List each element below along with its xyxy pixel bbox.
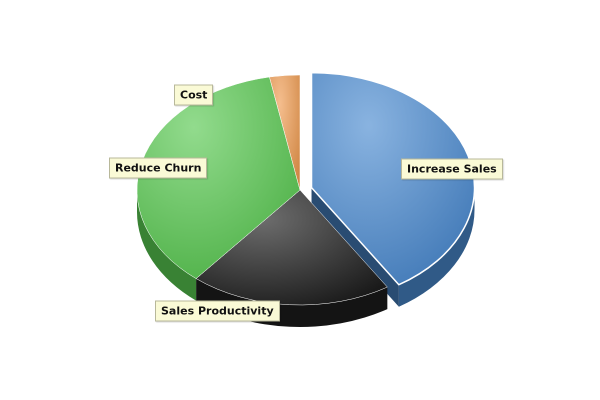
- pie-slice-increase-sales[interactable]: [310, 71, 476, 286]
- pie-slice-cost[interactable]: [269, 74, 301, 191]
- pie-slice-sales-productivity[interactable]: [195, 189, 388, 306]
- slice-label-reduce-churn: Reduce Churn: [109, 157, 208, 179]
- slice-label-sales-productivity: Sales Productivity: [155, 300, 280, 322]
- pie-slice-side-increase-sales: [398, 187, 475, 307]
- slice-label-increase-sales: Increase Sales: [401, 158, 503, 180]
- slice-label-cost: Cost: [174, 84, 214, 106]
- pie-slice-side-reduce-churn: [137, 190, 197, 301]
